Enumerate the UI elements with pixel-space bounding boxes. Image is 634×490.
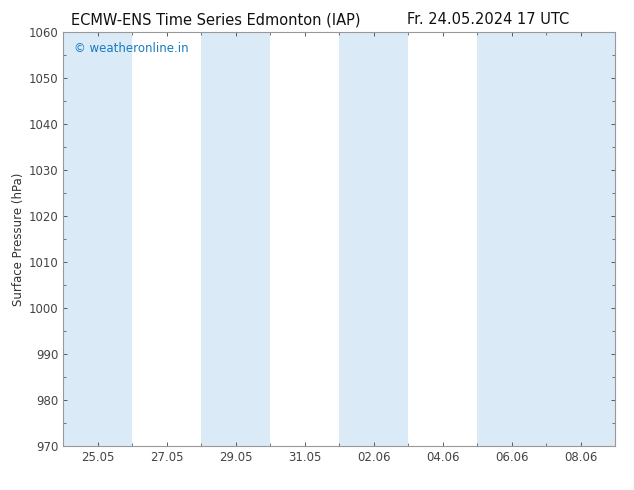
Text: ECMW-ENS Time Series Edmonton (IAP): ECMW-ENS Time Series Edmonton (IAP) [71,12,360,27]
Text: Fr. 24.05.2024 17 UTC: Fr. 24.05.2024 17 UTC [407,12,569,27]
Text: © weatheronline.in: © weatheronline.in [74,42,189,55]
Bar [477,32,546,446]
Bar [339,32,408,446]
Bar [202,32,270,446]
Bar [63,32,133,446]
Y-axis label: Surface Pressure (hPa): Surface Pressure (hPa) [11,172,25,306]
Bar [546,32,634,446]
